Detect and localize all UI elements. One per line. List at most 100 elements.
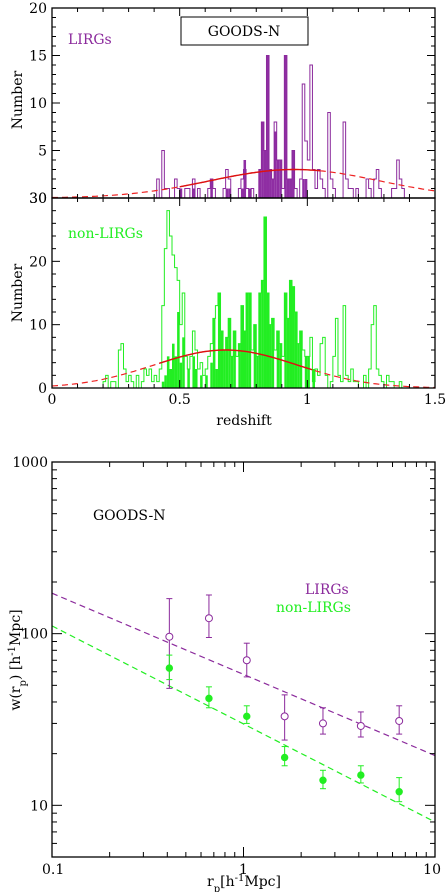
- filled-bar: [220, 331, 224, 388]
- filled-bar: [292, 150, 295, 198]
- filled-bar: [263, 150, 267, 198]
- filled-bar: [192, 356, 195, 388]
- lirg-histogram-bars: [154, 55, 405, 199]
- filled-bar: [304, 179, 308, 198]
- filled-bar: [266, 55, 270, 198]
- y-tick-label: 20: [29, 254, 47, 270]
- filled-bar: [215, 369, 218, 388]
- filled-bar: [302, 179, 305, 198]
- top-legend-lirgs: LIRGs: [68, 32, 112, 48]
- filled-bar: [279, 343, 282, 388]
- y-tick-label: 1000: [12, 455, 48, 471]
- filled-bar: [271, 179, 275, 198]
- lirg-model-curve: [52, 168, 436, 199]
- filled-bar: [217, 293, 221, 388]
- filled-bar: [225, 337, 229, 388]
- filled-bar: [279, 160, 282, 198]
- mid-ylabel: Number: [10, 263, 26, 322]
- filled-bar: [312, 369, 315, 388]
- x-tick-label: 10: [423, 862, 441, 878]
- filled-bar: [286, 318, 290, 388]
- top-panel-ticks: [51, 7, 436, 199]
- top-y-tick-labels: 30 5 10 15 20: [29, 1, 47, 207]
- data-point: [242, 656, 251, 665]
- filled-bar: [228, 188, 231, 198]
- filled-bar: [238, 343, 241, 388]
- filled-bar: [205, 375, 208, 388]
- open-histogram-outline: [102, 210, 405, 389]
- filled-bar: [223, 350, 226, 388]
- filled-bar: [164, 375, 167, 388]
- filled-bar: [269, 169, 272, 198]
- x-tick-label: 0: [48, 392, 57, 408]
- data-point: [395, 788, 403, 796]
- filled-bar: [194, 369, 198, 388]
- filled-bar: [258, 293, 262, 388]
- filled-bar: [294, 312, 298, 388]
- filled-bar: [187, 369, 190, 388]
- mid-panel-frame: [51, 197, 436, 389]
- y-tick-label: 0: [38, 381, 47, 397]
- filled-bar: [169, 369, 173, 388]
- y-tick-label: 5: [38, 144, 47, 160]
- filled-bar: [261, 122, 264, 198]
- data-point: [204, 614, 213, 623]
- x-tick-label: 1: [239, 862, 248, 878]
- filled-bar: [304, 356, 308, 388]
- mid-y-tick-labels: 0 10 20 30: [29, 191, 47, 397]
- filled-bar: [210, 179, 213, 198]
- filled-bar: [192, 188, 195, 198]
- y-tick-label: 10: [30, 798, 48, 814]
- x-tick-label: 1.5: [424, 392, 446, 408]
- correlation-function-plot: GOODS-N LIRGs non-LIRGs 10 100 1000 0.1 1 10…: [7, 455, 442, 892]
- filled-bar: [233, 331, 236, 388]
- fit-line: [51, 592, 436, 757]
- data-point: [318, 719, 327, 728]
- bottom-legend-nonlirgs: non-LIRGs: [276, 600, 351, 616]
- bottom-y-tick-labels: 10 100 1000: [12, 455, 48, 814]
- filled-bar: [174, 356, 178, 388]
- nonlirg-model-curve: [51, 349, 436, 389]
- x-tick-label: 0.5: [169, 392, 191, 408]
- filled-bar: [261, 280, 264, 388]
- mid-xlabel: redshift: [216, 413, 272, 429]
- filled-bar: [266, 293, 270, 388]
- filled-bar: [256, 356, 259, 388]
- y-tick-label: 10: [29, 318, 47, 334]
- nonlirg-histogram-bars: [102, 210, 405, 389]
- y-tick-label: 30: [29, 191, 47, 207]
- filled-bar: [243, 331, 247, 388]
- filled-bar: [292, 286, 295, 388]
- mid-legend-nonlirgs: non-LIRGs: [68, 226, 143, 242]
- x-tick-label: 0.1: [42, 862, 64, 878]
- data-point: [319, 776, 327, 784]
- fit-line: [51, 625, 436, 823]
- filled-bar: [172, 343, 175, 388]
- filled-bar: [248, 293, 252, 388]
- bottom-panel-ticks: [51, 462, 435, 858]
- bottom-xlabel: rp[h-1Mpc]: [207, 873, 281, 892]
- filled-bar: [240, 188, 244, 198]
- data-point: [243, 712, 251, 721]
- filled-bar: [271, 318, 275, 388]
- filled-bar: [253, 324, 257, 388]
- filled-bar: [225, 188, 229, 198]
- filled-bar: [210, 362, 213, 388]
- data-point: [165, 664, 174, 672]
- filled-bar: [307, 356, 310, 388]
- title-box: [180, 16, 309, 46]
- data-point: [357, 771, 365, 779]
- filled-bar: [177, 312, 180, 388]
- filled-bar: [182, 337, 185, 388]
- y-tick-label: 100: [21, 627, 48, 643]
- filled-bar: [299, 331, 303, 388]
- filled-bar: [263, 217, 267, 388]
- data-point: [205, 694, 213, 703]
- filled-bar: [274, 131, 277, 198]
- y-tick-label: 20: [29, 1, 47, 17]
- top-ylabel: Number: [10, 70, 26, 129]
- x-tick-label: 1: [303, 392, 312, 408]
- y-tick-label: 10: [29, 96, 47, 112]
- filled-bar: [228, 318, 231, 388]
- lirg-redshift-histogram: GOODS-N LIRGs Number 30 5 10 15 20: [10, 1, 436, 207]
